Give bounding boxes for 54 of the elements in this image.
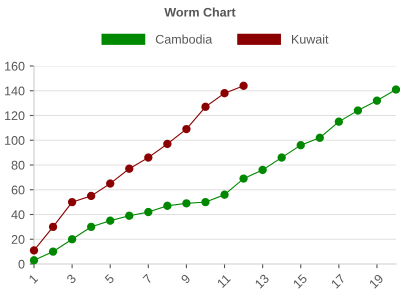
point (239, 82, 248, 90)
x-tick-label: 19 (368, 274, 384, 289)
x-tick-label: 1 (28, 274, 38, 284)
x-tick-label: 7 (142, 274, 153, 284)
point (334, 118, 344, 126)
point (86, 222, 96, 232)
point (163, 202, 172, 210)
point (86, 192, 96, 200)
point (316, 134, 324, 142)
point (201, 102, 210, 112)
y-tick-label: 40 (11, 210, 24, 220)
point (278, 153, 286, 162)
point (144, 153, 152, 162)
point (125, 164, 134, 173)
y-tick-label: 20 (12, 235, 24, 244)
point (392, 85, 400, 94)
point (30, 246, 38, 255)
y-tick-label: 80 (12, 160, 24, 170)
y-tick-label: 160 (5, 62, 24, 71)
y-tick-label: 100 (5, 136, 24, 145)
x-tick-label: 15 (292, 274, 308, 289)
point (144, 208, 152, 216)
legend-label: Cambodia (156, 34, 212, 44)
point (68, 198, 76, 206)
point (239, 174, 248, 183)
point (182, 124, 191, 134)
legend-label: Kuwait (292, 34, 328, 44)
x-tick-label: 17 (330, 274, 346, 289)
y-tick-label: 0 (18, 260, 24, 269)
x-tick-label: 3 (66, 274, 77, 284)
x-tick-label: 13 (254, 274, 270, 289)
point (220, 89, 229, 98)
y-tick-label: 60 (12, 186, 24, 194)
point (220, 190, 229, 199)
point (182, 199, 191, 208)
point (354, 106, 362, 115)
point (106, 216, 114, 225)
y-tick-label: 120 (5, 111, 24, 120)
x-tick-label: 9 (180, 274, 191, 284)
y-tick-label: 140 (5, 86, 24, 96)
point (30, 256, 38, 264)
x-tick-label: 11 (216, 274, 231, 288)
point (68, 235, 76, 244)
chart-title: Worm Chart (164, 8, 236, 17)
point (296, 141, 305, 150)
point (125, 212, 134, 220)
point (48, 222, 58, 232)
point (258, 166, 267, 174)
point (106, 179, 114, 188)
point (48, 247, 58, 256)
x-tick-label: 5 (104, 274, 115, 284)
point (372, 96, 382, 105)
point (163, 140, 172, 148)
point (201, 198, 210, 206)
